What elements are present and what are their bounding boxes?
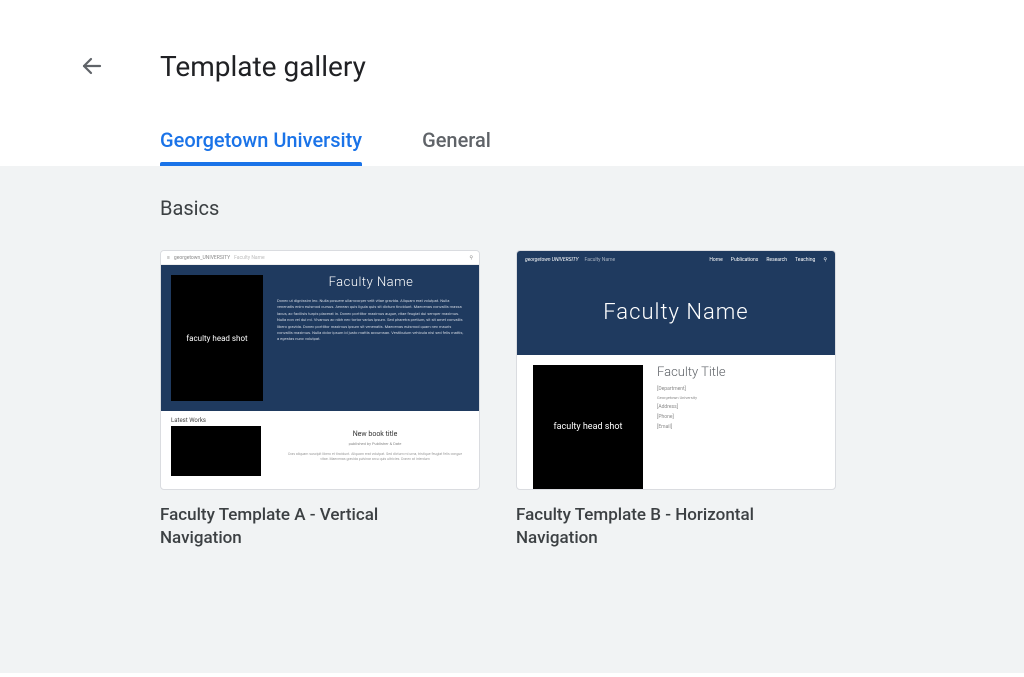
thumb-a-book-right: New book title published by Publisher & … xyxy=(281,426,469,476)
thumb-b-brand: georgetown UNIVERSITY xyxy=(525,257,579,263)
thumb-a-brand: georgetown_UNIVERSITY xyxy=(174,255,230,261)
thumb-b-meta: [Department] Georgetown University [Addr… xyxy=(657,384,835,432)
template-thumbnail-a: ≡ georgetown_UNIVERSITY Faculty Name ⚲ f… xyxy=(160,250,480,490)
template-card-title: Faculty Template A - Vertical Navigation xyxy=(160,504,460,550)
thumb-a-headshot: faculty head shot xyxy=(171,275,263,401)
thumb-a-book-image xyxy=(171,426,261,476)
thumb-b-meta-line: Georgetown University xyxy=(657,394,835,402)
hamburger-icon: ≡ xyxy=(167,255,170,261)
thumb-b-nav-link: Home xyxy=(709,257,722,263)
content-area: Basics ≡ georgetown_UNIVERSITY Faculty N… xyxy=(0,166,1024,673)
thumb-a-book-subtitle: published by Publisher & Date xyxy=(281,441,469,446)
template-thumbnail-b: georgetown UNIVERSITY Faculty Name Home … xyxy=(516,250,836,490)
thumb-b-meta-line: [Email] xyxy=(657,422,835,432)
tab-general[interactable]: General xyxy=(422,128,491,166)
thumb-a-topbar: ≡ georgetown_UNIVERSITY Faculty Name ⚲ xyxy=(161,251,479,265)
template-card[interactable]: ≡ georgetown_UNIVERSITY Faculty Name ⚲ f… xyxy=(160,250,480,550)
thumb-b-meta-line: [Address] xyxy=(657,402,835,412)
thumb-a-topbar-sub: Faculty Name xyxy=(234,255,265,261)
thumb-b-headshot: faculty head shot xyxy=(533,365,643,489)
arrow-left-icon xyxy=(80,54,104,78)
thumb-b-hero-title: Faculty Name xyxy=(603,300,748,325)
section-title-basics: Basics xyxy=(160,196,1024,220)
thumb-b-nav-links: Home Publications Research Teaching ⚲ xyxy=(709,257,827,263)
thumb-a-book-lorem: Cras aliquam suscipit libero et tincidun… xyxy=(281,452,469,463)
thumb-b-faculty-title: Faculty Title xyxy=(657,365,835,380)
thumb-b-hero: Faculty Name xyxy=(517,269,835,355)
thumb-a-book-title: New book title xyxy=(281,430,469,438)
thumb-b-nav-link: Research xyxy=(766,257,787,263)
thumb-b-meta-line: [Department] xyxy=(657,384,835,394)
thumb-b-navbar-sub: Faculty Name xyxy=(585,257,616,263)
thumb-b-nav-link: Publications xyxy=(731,257,759,263)
template-card-title: Faculty Template B - Horizontal Navigati… xyxy=(516,504,816,550)
template-cards-row: ≡ georgetown_UNIVERSITY Faculty Name ⚲ f… xyxy=(160,250,1024,550)
thumb-a-hero-title: Faculty Name xyxy=(277,275,465,290)
tab-georgetown-university[interactable]: Georgetown University xyxy=(160,128,362,166)
back-button[interactable] xyxy=(80,54,104,78)
template-card[interactable]: georgetown UNIVERSITY Faculty Name Home … xyxy=(516,250,836,550)
thumb-a-latest-label: Latest Works xyxy=(161,411,479,426)
search-icon: ⚲ xyxy=(469,255,473,261)
thumb-b-meta-line: [Phone] xyxy=(657,412,835,422)
thumb-a-bottom: New book title published by Publisher & … xyxy=(161,426,479,476)
thumb-b-info: Faculty Title [Department] Georgetown Un… xyxy=(657,365,835,489)
thumb-b-body: faculty head shot Faculty Title [Departm… xyxy=(517,355,835,489)
thumb-b-navbar: georgetown UNIVERSITY Faculty Name Home … xyxy=(517,251,835,269)
thumb-a-lorem: Donec ut dignissim leo. Nulla posuere ul… xyxy=(277,298,465,343)
tabs-row: Georgetown University General xyxy=(0,128,1024,166)
page-title: Template gallery xyxy=(160,50,366,83)
thumb-b-nav-link: Teaching xyxy=(795,257,815,263)
thumb-a-hero-right: Faculty Name Donec ut dignissim leo. Nul… xyxy=(277,275,465,401)
search-icon: ⚲ xyxy=(823,257,827,263)
thumb-a-hero: faculty head shot Faculty Name Donec ut … xyxy=(161,265,479,411)
